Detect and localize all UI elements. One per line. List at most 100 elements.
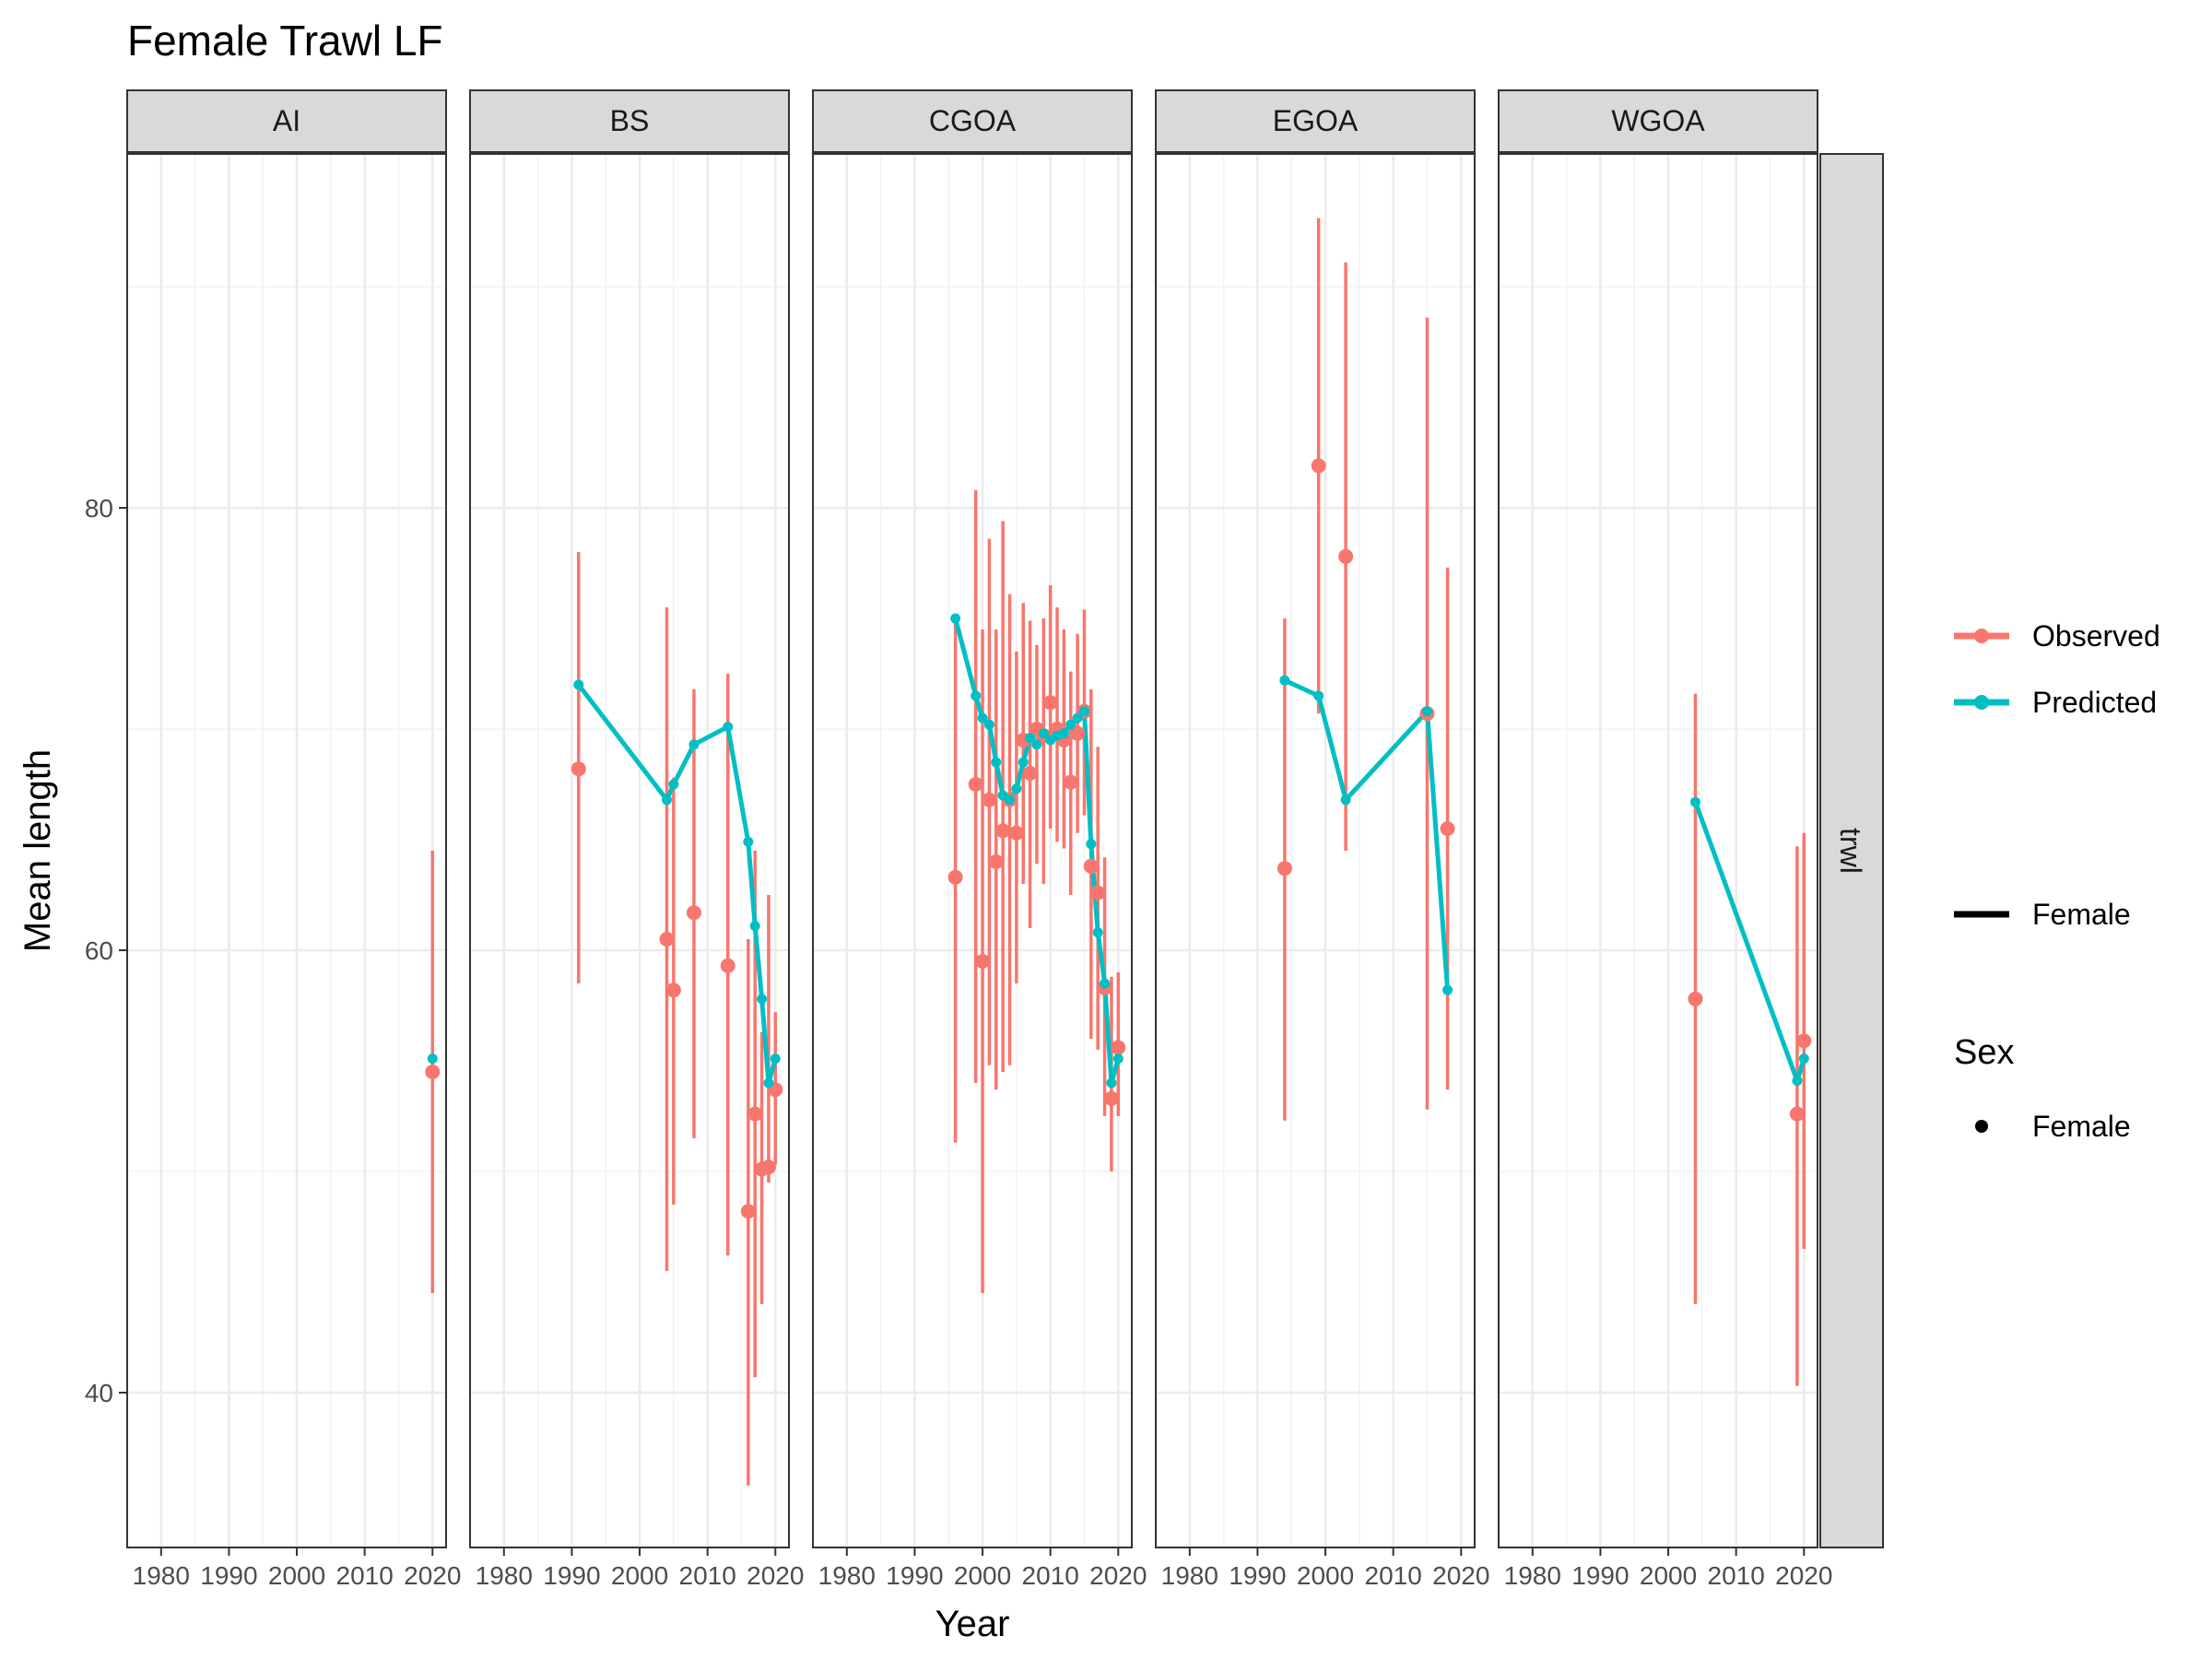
- facet-strip-label: AI: [273, 104, 300, 137]
- x-tick-label: 1980: [133, 1561, 190, 1590]
- facet-strip-right-label: trwl: [1834, 828, 1867, 874]
- observed-point: [1063, 774, 1078, 790]
- x-tick-label: 1990: [1229, 1561, 1286, 1590]
- y-tick-label: 80: [85, 494, 113, 523]
- panel-border: [812, 153, 1133, 1548]
- observed-point: [1083, 858, 1099, 874]
- x-tick-label: 2020: [1089, 1561, 1147, 1590]
- predicted-point: [661, 794, 672, 806]
- panel-border: [126, 153, 447, 1548]
- observed-point: [686, 905, 701, 921]
- predicted-point: [770, 1053, 781, 1065]
- facet-panel-cgoa: CGOA 1980 1990 2000 2010 2020: [812, 89, 1147, 1590]
- panel-border: [469, 153, 790, 1548]
- observed-point: [1042, 695, 1058, 711]
- x-tick-label: 1980: [1504, 1561, 1561, 1590]
- predicted-point: [1078, 706, 1089, 717]
- x-tick-label: 2010: [336, 1561, 394, 1590]
- legend-label: Female: [2032, 1110, 2131, 1143]
- x-tick-label: 1990: [886, 1561, 943, 1590]
- observed-point: [1440, 821, 1455, 836]
- y-axis-title: Mean length: [18, 749, 58, 952]
- observed-point: [995, 823, 1011, 839]
- predicted-point: [1004, 794, 1015, 806]
- predicted-point: [1038, 728, 1049, 739]
- x-tick-label: 2000: [1640, 1561, 1697, 1590]
- legend-key-point: [1974, 629, 1989, 643]
- facet-strip-right: trwl: [1819, 153, 1884, 1548]
- observed-point: [659, 932, 675, 947]
- x-tick-label: 2010: [679, 1561, 736, 1590]
- facet-panel-ai: AI 1980 1990 2000 2010 2020 40 60 80: [85, 89, 461, 1590]
- predicted-point: [1011, 783, 1022, 794]
- x-axis-title: Year: [935, 1604, 1010, 1644]
- y-tick-label: 40: [85, 1379, 113, 1407]
- facet-strip-box: [469, 89, 790, 153]
- observed-point: [740, 1204, 756, 1219]
- x-tick-label: 2000: [1297, 1561, 1354, 1590]
- facet-strip-box: [1498, 89, 1818, 153]
- x-tick-label: 2020: [404, 1561, 461, 1590]
- facet-strip-right-box: [1819, 153, 1884, 1548]
- facet-strip-box: [126, 89, 447, 153]
- panel-border: [1155, 153, 1476, 1548]
- predicted-point: [757, 994, 768, 1005]
- observed-point: [1338, 548, 1354, 564]
- observed-point: [1022, 766, 1038, 781]
- observed-point: [665, 982, 681, 998]
- legend: Observed Predicted Female Sex Female: [1954, 619, 2160, 1143]
- x-tick-label: 1980: [1161, 1561, 1218, 1590]
- predicted-point: [1421, 706, 1432, 717]
- observed-point: [982, 792, 997, 807]
- predicted-point: [1798, 1053, 1809, 1065]
- predicted-point: [1072, 712, 1083, 724]
- predicted-point: [743, 836, 754, 847]
- panel-background: [813, 154, 1132, 1547]
- legend-key-point: [1974, 695, 1989, 710]
- observed-point: [1688, 991, 1703, 1006]
- x-tick-label: 1990: [200, 1561, 257, 1590]
- predicted-line: [576, 683, 778, 1086]
- x-tick-label: 2020: [747, 1561, 804, 1590]
- predicted-point: [1689, 796, 1700, 807]
- predicted-point: [749, 921, 760, 932]
- observed-point: [747, 1106, 763, 1122]
- predicted-point: [427, 1053, 438, 1065]
- predicted-point: [1100, 978, 1111, 989]
- x-tick-label: 2000: [268, 1561, 325, 1590]
- observed-point: [425, 1065, 441, 1079]
- facet-strip-box: [812, 89, 1133, 153]
- observed-point: [988, 854, 1004, 869]
- panel-background: [1156, 154, 1475, 1547]
- x-tick-label: 1990: [1571, 1561, 1629, 1590]
- observed-point: [1789, 1106, 1805, 1122]
- observed-point: [1796, 1033, 1812, 1049]
- observed-point: [1008, 825, 1024, 841]
- predicted-point: [977, 712, 988, 724]
- observed-point: [571, 761, 586, 777]
- observed-point: [1277, 861, 1292, 877]
- predicted-point: [723, 722, 734, 733]
- facet-strip-label: WGOA: [1611, 104, 1705, 137]
- predicted-point: [1442, 984, 1453, 995]
- observed-point: [1090, 885, 1106, 900]
- x-tick-label: 2020: [1775, 1561, 1832, 1590]
- predicted-point: [1792, 1076, 1803, 1087]
- x-tick-label: 1990: [543, 1561, 600, 1590]
- predicted-point: [668, 779, 679, 790]
- panel-background: [1499, 154, 1818, 1547]
- predicted-point: [763, 1077, 774, 1088]
- panel-background: [470, 154, 789, 1547]
- x-tick-label: 2000: [954, 1561, 1011, 1590]
- facet-strip-label: CGOA: [929, 104, 1017, 137]
- predicted-point: [971, 690, 982, 701]
- predicted-point: [573, 679, 584, 690]
- predicted-point: [1018, 757, 1029, 768]
- legend-item-observed: Observed: [1954, 619, 2160, 653]
- observed-point: [1111, 1040, 1126, 1055]
- predicted-point: [1086, 839, 1097, 850]
- x-tick-label: 2010: [1365, 1561, 1422, 1590]
- legend-item-predicted: Predicted: [1954, 686, 2157, 719]
- predicted-point: [1112, 1053, 1124, 1065]
